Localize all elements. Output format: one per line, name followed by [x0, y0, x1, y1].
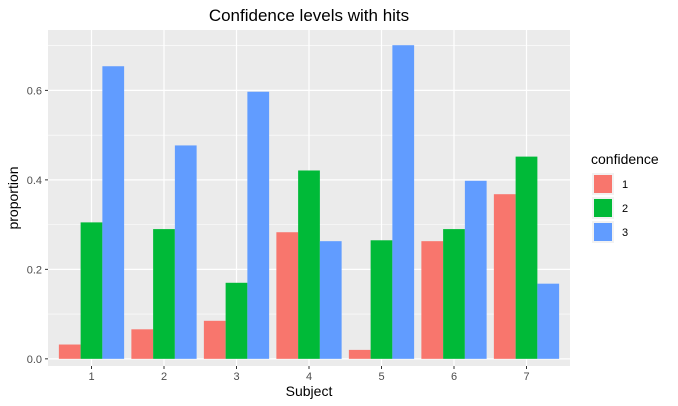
bar-series-2-subject-6: [443, 229, 465, 359]
x-tick-label: 4: [306, 371, 312, 383]
y-tick-label: 0.4: [27, 175, 42, 187]
bar-series-1-subject-1: [58, 344, 81, 359]
bar-series-3-subject-1: [102, 66, 125, 359]
bar-series-3-subject-3: [247, 91, 270, 359]
bar-series-2-subject-2: [153, 229, 175, 359]
legend-title: confidence: [591, 151, 659, 167]
x-tick-label: 7: [523, 371, 529, 383]
bar-series-3-subject-2: [174, 145, 197, 359]
y-axis-title: proportion: [5, 166, 21, 229]
bar-series-1-subject-4: [276, 232, 299, 359]
x-axis: 1 2 3 4 5 6 7: [88, 366, 530, 383]
y-tick-label: 0.0: [27, 354, 42, 366]
chart-title: Confidence levels with hits: [209, 6, 409, 25]
legend-label-3: 3: [622, 227, 628, 239]
bar-series-3-subject-7: [537, 283, 560, 359]
bars: [58, 45, 560, 359]
x-tick-label: 5: [378, 371, 384, 383]
bar-series-1-subject-6: [421, 241, 444, 359]
bar-series-2-subject-1: [80, 222, 103, 359]
legend: confidence 1 2 3: [591, 151, 659, 243]
bar-series-2-subject-4: [298, 170, 320, 359]
y-axis: 0.0 0.2 0.4 0.6: [27, 85, 48, 366]
legend-key-3: [594, 223, 612, 241]
bar-series-2-subject-3: [225, 282, 248, 359]
x-tick-label: 2: [161, 371, 167, 383]
bar-series-1-subject-2: [131, 329, 154, 359]
x-tick-label: 1: [88, 371, 94, 383]
bar-series-1-subject-7: [493, 194, 516, 359]
x-axis-title: Subject: [286, 383, 333, 399]
legend-key-2: [594, 199, 612, 217]
legend-label-2: 2: [622, 203, 628, 215]
legend-key-1: [594, 175, 612, 193]
bar-series-1-subject-5: [348, 349, 371, 359]
y-tick-label: 0.6: [27, 85, 42, 97]
legend-label-1: 1: [622, 179, 628, 191]
bar-series-3-subject-6: [464, 180, 487, 359]
y-tick-label: 0.2: [27, 264, 42, 276]
bar-series-2-subject-5: [370, 240, 393, 359]
x-tick-label: 6: [451, 371, 457, 383]
bar-series-2-subject-7: [515, 156, 538, 359]
bar-series-3-subject-4: [319, 241, 342, 359]
x-tick-label: 3: [233, 371, 239, 383]
bar-series-3-subject-5: [392, 45, 415, 359]
bar-series-1-subject-3: [203, 320, 226, 359]
